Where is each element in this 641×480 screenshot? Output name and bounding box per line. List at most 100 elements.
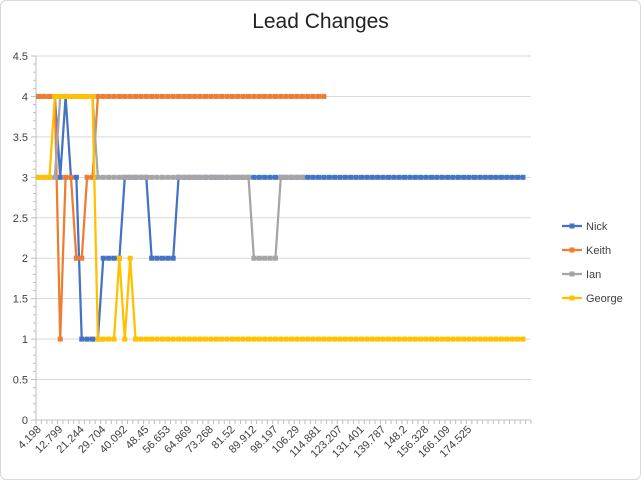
data-point-keith [143, 93, 149, 99]
data-point-george [246, 336, 252, 342]
data-point-nick [466, 174, 472, 180]
data-point-ian [116, 174, 122, 180]
data-point-keith [272, 93, 278, 99]
data-point-nick [493, 174, 499, 180]
data-point-nick [509, 174, 515, 180]
data-point-keith [294, 93, 300, 99]
data-point-george [208, 336, 214, 342]
data-point-george [348, 336, 354, 342]
data-point-keith [41, 93, 47, 99]
data-point-george [305, 336, 311, 342]
data-point-george [262, 336, 268, 342]
data-point-george [127, 255, 133, 261]
data-point-keith [278, 93, 284, 99]
y-tick-label: 1.5 [13, 294, 28, 306]
data-point-ian [294, 174, 300, 180]
data-point-keith [262, 93, 268, 99]
data-point-keith [213, 93, 219, 99]
legend-label-nick: Nick [586, 221, 608, 233]
data-point-nick [520, 174, 526, 180]
data-point-george [186, 336, 192, 342]
data-point-nick [504, 174, 510, 180]
data-point-ian [95, 174, 101, 180]
data-point-george [57, 93, 63, 99]
data-point-george [402, 336, 408, 342]
data-point-george [450, 336, 456, 342]
data-point-ian [240, 174, 246, 180]
data-point-george [332, 336, 338, 342]
data-point-ian [283, 174, 289, 180]
data-point-george [375, 336, 381, 342]
data-point-nick [321, 174, 327, 180]
data-point-george [68, 93, 74, 99]
data-point-george [143, 336, 149, 342]
data-point-nick [353, 174, 359, 180]
data-point-george [36, 174, 42, 180]
data-point-george [283, 336, 289, 342]
data-point-ian [154, 174, 160, 180]
y-tick-label: 4 [22, 91, 28, 103]
data-point-ian [133, 174, 139, 180]
data-point-nick [342, 174, 348, 180]
data-point-george [192, 336, 198, 342]
data-point-george [472, 336, 478, 342]
data-point-george [315, 336, 321, 342]
data-point-keith [133, 93, 139, 99]
data-point-george [46, 174, 52, 180]
legend-marker-nick [569, 223, 575, 229]
data-point-george [224, 336, 230, 342]
data-point-ian [197, 174, 203, 180]
data-point-keith [251, 93, 257, 99]
data-point-george [235, 336, 241, 342]
data-point-george [299, 336, 305, 342]
data-point-ian [149, 174, 155, 180]
data-point-george [197, 336, 203, 342]
data-point-george [342, 336, 348, 342]
data-point-nick [450, 174, 456, 180]
data-point-nick [348, 174, 354, 180]
data-point-george [466, 336, 472, 342]
data-point-keith [197, 93, 203, 99]
data-point-george [52, 93, 58, 99]
data-point-nick [461, 174, 467, 180]
data-point-keith [159, 93, 165, 99]
legend-marker-george [569, 295, 575, 301]
data-point-keith [224, 93, 230, 99]
data-point-nick [111, 255, 117, 261]
data-point-george [106, 336, 112, 342]
data-point-keith [176, 93, 182, 99]
data-point-ian [165, 174, 171, 180]
data-point-george [423, 336, 429, 342]
data-point-nick [256, 174, 262, 180]
data-point-george [170, 336, 176, 342]
data-point-nick [402, 174, 408, 180]
data-point-keith [111, 93, 117, 99]
legend-label-ian: Ian [586, 269, 601, 281]
data-point-keith [46, 93, 52, 99]
data-point-george [455, 336, 461, 342]
data-point-ian [122, 174, 128, 180]
data-point-keith [106, 93, 112, 99]
data-point-nick [407, 174, 413, 180]
y-tick-label: 0 [22, 415, 28, 427]
data-point-nick [326, 174, 332, 180]
data-point-george [353, 336, 359, 342]
data-point-keith [186, 93, 192, 99]
data-point-keith [219, 93, 225, 99]
data-point-george [385, 336, 391, 342]
data-point-ian [192, 174, 198, 180]
data-point-george [520, 336, 526, 342]
chart-title: Lead Changes [252, 10, 389, 33]
data-point-keith [149, 93, 155, 99]
data-point-nick [165, 255, 171, 261]
data-point-keith [321, 93, 327, 99]
data-point-george [289, 336, 295, 342]
legend-label-george: George [586, 293, 623, 305]
data-point-ian [111, 174, 117, 180]
data-point-george [79, 93, 85, 99]
data-point-keith [310, 93, 316, 99]
data-point-ian [235, 174, 241, 180]
data-point-ian [138, 174, 144, 180]
data-point-nick [84, 336, 90, 342]
